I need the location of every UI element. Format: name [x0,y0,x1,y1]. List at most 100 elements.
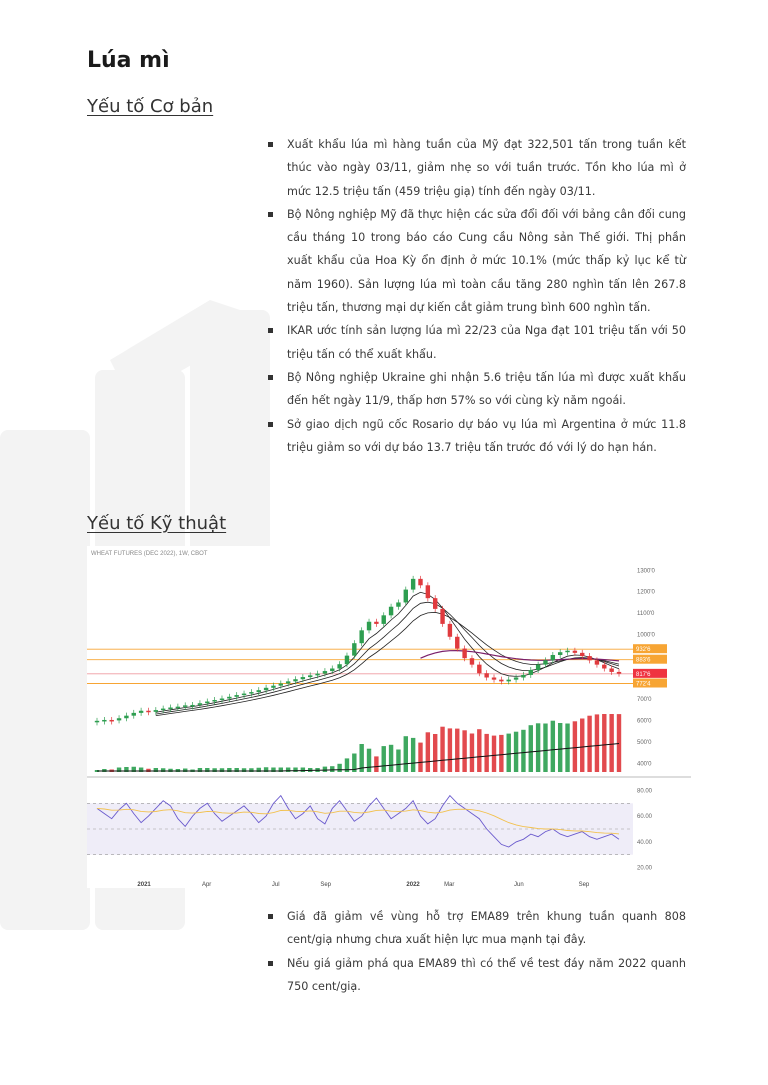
volume-bar [322,766,328,772]
section-heading-fundamentals: Yếu tố Cơ bản [87,96,214,117]
volume-bar [381,746,386,772]
list-item: IKAR ước tính sản lượng lúa mì 22/23 của… [266,319,686,366]
rsi-ma-line [96,807,620,835]
candle-body [197,703,203,705]
candle-body [410,578,416,590]
chart-canvas: WHEAT FUTURES (DEC 2022), 1W, CBOT 1300'0… [87,546,691,888]
price-label: 772'4 [636,682,651,688]
chart-title: WHEAT FUTURES (DEC 2022), 1W, CBOT [91,551,208,557]
volume-bar [580,718,585,772]
candle-body [440,608,445,624]
candle-body [205,701,210,704]
volume-bar [513,731,519,772]
candle-body [396,602,401,607]
candle-body [352,643,357,656]
ema-line-slow [155,611,620,716]
volume-bar [403,736,408,772]
candle-body [153,710,159,712]
candle-body [381,615,386,624]
list-item: Giá đã giảm về vùng hỗ trợ EMA89 trên kh… [266,905,686,952]
price-axis-tick: 1200'0 [637,590,655,596]
price-axis-tick: 500'0 [637,740,652,746]
ema-line-fast [155,591,620,713]
volume-bar [249,768,254,772]
candle-body [587,656,592,661]
volume-bar [278,767,284,772]
volume-bar [440,726,445,772]
price-label: 817'6 [636,672,651,678]
volume-bar [543,723,548,772]
candle-body [513,677,519,680]
candle-body [138,710,144,713]
volume-bar [425,732,431,772]
price-label: 932'6 [636,647,651,653]
price-label-box [633,678,667,688]
candle-body [521,674,526,678]
rsi-axis-tick: 80.00 [637,788,653,794]
candle-body [337,664,342,669]
candle-body [285,681,291,684]
volume-bar [160,768,166,772]
price-axis-tick: 600'0 [637,718,652,724]
candle-body [609,668,614,672]
candle-body [322,671,328,674]
volume-bar [528,725,533,772]
candle-body [330,668,335,672]
volume-bar [234,768,239,772]
rsi-axis-tick: 60.00 [637,814,653,820]
price-axis-tick: 400'0 [637,761,652,767]
volume-bar [462,730,467,772]
volume-bar [124,767,129,772]
candle-body [432,598,438,609]
volume-bar [477,729,482,772]
volume-bar [447,728,453,772]
candle-body [212,700,217,702]
candle-body [477,664,482,674]
candle-body [565,650,570,653]
candle-body [256,690,261,693]
candle-body [403,589,408,603]
candle-body [455,636,460,649]
price-label-box [633,668,667,678]
candle-body [359,630,364,644]
candle-body [249,692,254,694]
price-axis-tick: 1000'0 [637,633,655,639]
candle-body [374,621,379,624]
time-axis-tick: Sep [579,882,590,888]
volume-bar [455,728,460,772]
candle-body [293,679,298,682]
list-item: Xuất khẩu lúa mì hàng tuần của Mỹ đạt 32… [266,133,686,203]
candle-body [109,719,114,722]
volume-bar [300,767,306,772]
candle-body [94,720,100,723]
volume-bar [138,767,144,772]
volume-bar [271,767,276,772]
candle-body [300,677,306,680]
candle-body [263,687,269,691]
technical-bullet-list: Giá đã giảm về vùng hỗ trợ EMA89 trên kh… [266,905,686,998]
candle-body [190,704,195,707]
volume-ma-line [97,743,620,772]
time-axis-tick: Sep [320,882,331,888]
candle-body [241,693,247,696]
rsi-axis-tick: 20.00 [637,866,653,872]
candle-body [535,664,541,670]
volume-bar [344,758,350,772]
candle-body [543,660,548,665]
candle-body [102,719,107,722]
rsi-axis-tick: 40.00 [637,840,653,846]
list-item: Sở giao dịch ngũ cốc Rosario dự báo vụ l… [266,413,686,460]
price-label-box [633,644,667,654]
volume-bar [557,723,563,772]
volume-bar [352,753,357,772]
volume-bar [131,766,136,772]
volume-bar [535,723,541,772]
volume-bar [116,767,122,772]
candle-body [344,655,350,665]
candle-body [616,671,622,674]
volume-bar [616,714,622,772]
candle-body [388,606,394,616]
candle-body [116,718,122,721]
volume-bar [609,714,614,772]
candle-body [594,660,600,665]
